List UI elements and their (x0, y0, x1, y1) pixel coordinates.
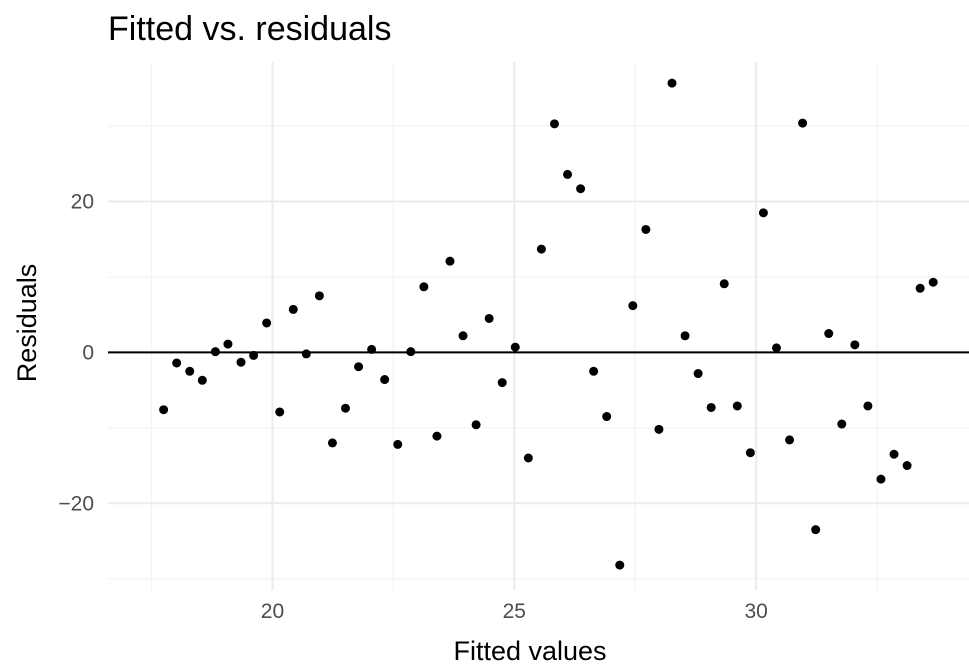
data-point (314, 291, 324, 301)
data-point (223, 339, 233, 349)
data-point (785, 435, 795, 445)
data-point (667, 78, 677, 88)
data-point (850, 340, 860, 350)
data-point (301, 349, 311, 359)
data-point (327, 438, 337, 448)
data-point (354, 362, 364, 372)
data-point (680, 331, 690, 341)
data-point (771, 343, 781, 353)
data-point (497, 378, 507, 388)
data-point (197, 375, 207, 385)
x-axis-tick-labels: 20 25 30 (261, 600, 768, 623)
data-point (589, 366, 599, 376)
data-point (262, 318, 272, 328)
data-point (536, 244, 546, 254)
data-point (732, 401, 742, 411)
data-point (706, 402, 716, 412)
data-point (275, 407, 285, 417)
data-point (602, 412, 612, 422)
data-point (367, 344, 377, 354)
data-point (159, 405, 169, 415)
y-axis-tick-labels: −20 0 20 (58, 191, 94, 516)
data-point (915, 283, 925, 293)
data-point (236, 357, 246, 367)
data-point (863, 401, 873, 411)
data-point (693, 369, 703, 379)
data-point (172, 358, 182, 368)
data-point (576, 184, 586, 194)
y-tick-label: 0 (82, 341, 94, 364)
data-point (471, 420, 481, 430)
y-tick-label: 20 (71, 191, 94, 214)
data-point (458, 331, 468, 341)
data-point (641, 224, 651, 234)
data-point (889, 449, 899, 459)
data-point (745, 448, 755, 458)
data-point (406, 347, 416, 357)
data-point (249, 350, 259, 360)
data-point (549, 119, 559, 129)
chart-title: Fitted vs. residuals (108, 10, 391, 48)
data-point (432, 431, 442, 441)
x-tick-label: 20 (261, 600, 284, 623)
data-point (719, 279, 729, 289)
data-point (380, 375, 390, 385)
x-axis-title: Fitted values (453, 636, 606, 666)
data-point (928, 277, 938, 287)
data-points (159, 78, 938, 570)
data-point (654, 424, 664, 434)
data-point (628, 301, 638, 311)
data-point (615, 560, 625, 570)
data-point (419, 282, 429, 292)
data-point (758, 208, 768, 218)
x-tick-label: 30 (744, 600, 767, 623)
data-point (185, 366, 195, 376)
data-point (811, 525, 821, 535)
x-tick-label: 25 (503, 600, 526, 623)
major-gridlines (108, 62, 969, 590)
data-point (837, 419, 847, 429)
data-point (523, 453, 533, 463)
minor-gridlines (108, 62, 969, 590)
data-point (824, 329, 834, 339)
y-tick-label: −20 (58, 492, 94, 515)
data-point (341, 403, 351, 413)
data-point (445, 256, 455, 266)
data-point (563, 169, 573, 179)
data-point (393, 439, 403, 449)
data-point (210, 347, 220, 357)
data-point (288, 304, 298, 314)
data-point (798, 118, 808, 128)
y-axis-title: Residuals (12, 264, 42, 383)
data-point (510, 342, 520, 352)
data-point (876, 474, 886, 484)
data-point (484, 313, 494, 323)
data-point (902, 461, 912, 471)
